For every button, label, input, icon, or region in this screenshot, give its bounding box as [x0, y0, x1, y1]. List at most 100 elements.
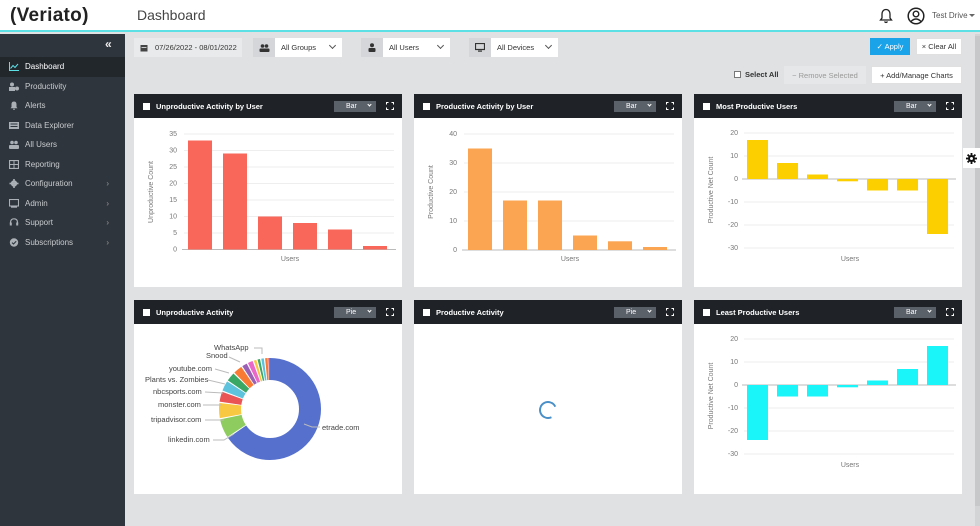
chevron-down-icon — [544, 41, 553, 50]
svg-text:10: 10 — [449, 218, 457, 225]
svg-text:Users: Users — [281, 256, 300, 263]
chart-card-most-productive-users: Most Productive Users Bar 20 10 0 -10 -20 -… — [694, 94, 962, 287]
svg-text:30: 30 — [449, 160, 457, 167]
expand-icon[interactable] — [666, 308, 674, 316]
productivity-icon — [9, 82, 19, 91]
bell-icon — [10, 101, 18, 111]
card-checkbox[interactable] — [423, 308, 430, 316]
sidebar-item-productivity[interactable]: Productivity — [0, 77, 125, 97]
svg-text:nbcsports.com: nbcsports.com — [153, 387, 202, 396]
sidebar-item-label: Dashboard — [25, 62, 65, 72]
sidebar-item-all-users[interactable]: All Users — [0, 135, 125, 155]
calendar-icon — [140, 44, 148, 51]
badge-icon — [9, 238, 19, 247]
remove-selected-button[interactable]: − Remove Selected — [784, 66, 866, 84]
chevron-down-icon — [927, 102, 932, 107]
chevron-right-icon: › — [106, 237, 109, 247]
sidebar-item-configuration[interactable]: Configuration › — [0, 174, 125, 194]
chevron-down-icon — [328, 41, 337, 50]
card-checkbox[interactable] — [703, 308, 710, 316]
expand-icon[interactable] — [386, 102, 394, 110]
sidebar-item-reporting[interactable]: Reporting — [0, 155, 125, 175]
expand-icon[interactable] — [946, 308, 954, 316]
groups-icon-box — [253, 38, 275, 57]
svg-text:-10: -10 — [728, 405, 738, 412]
vertical-scrollbar-thumb[interactable] — [975, 36, 980, 506]
chart-type-select[interactable]: Bar — [894, 101, 936, 112]
date-range-picker[interactable]: 07/26/2022 - 08/01/2022 — [134, 38, 242, 57]
sidebar-item-support[interactable]: Support › — [0, 213, 125, 233]
logo[interactable]: (Veriato) — [10, 5, 89, 26]
caret-down-icon[interactable] — [969, 14, 975, 17]
card-checkbox[interactable] — [143, 102, 150, 110]
date-range-value: 07/26/2022 - 08/01/2022 — [155, 43, 237, 52]
top-bar: (Veriato) Dashboard Test Drive — [0, 0, 980, 32]
svg-text:10: 10 — [169, 214, 177, 221]
svg-text:-10: -10 — [728, 199, 738, 206]
sidebar-item-label: Data Explorer — [25, 120, 74, 130]
svg-text:Plants vs. Zombies: Plants vs. Zombies — [145, 375, 209, 384]
bell-icon[interactable] — [879, 8, 893, 24]
svg-text:35: 35 — [169, 131, 177, 138]
card-header: Unproductive Activity by User Bar — [134, 94, 402, 118]
devices-select[interactable]: All Devices — [491, 38, 558, 57]
chart-type-select[interactable]: Pie — [334, 307, 376, 318]
svg-text:Productive Net Count: Productive Net Count — [708, 157, 715, 224]
sidebar-item-label: All Users — [25, 140, 58, 150]
user-menu[interactable]: Test Drive — [932, 11, 968, 20]
svg-text:Productive Net Count: Productive Net Count — [708, 363, 715, 430]
clear-all-button[interactable]: × Clear All — [916, 38, 962, 55]
groups-select[interactable]: All Groups — [275, 38, 342, 57]
expand-icon[interactable] — [386, 308, 394, 316]
card-checkbox[interactable] — [143, 308, 150, 316]
chart-card-unproductive-by-user: Unproductive Activity by User Bar 35 30 2… — [134, 94, 402, 287]
users-select[interactable]: All Users — [383, 38, 450, 57]
chevron-down-icon — [367, 102, 372, 107]
chart-type-select[interactable]: Pie — [614, 307, 656, 318]
page-title: Dashboard — [137, 7, 206, 23]
user-avatar-icon[interactable] — [907, 7, 925, 25]
gear-icon — [966, 152, 977, 164]
chart-type-value: Pie — [346, 309, 357, 316]
sidebar-item-admin[interactable]: Admin › — [0, 194, 125, 214]
sidebar-item-label: Reporting — [25, 159, 60, 169]
apply-button[interactable]: ✓ Apply — [870, 38, 910, 55]
chart-type-value: Bar — [346, 103, 357, 110]
sidebar-item-subscriptions[interactable]: Subscriptions › — [0, 233, 125, 253]
svg-text:40: 40 — [449, 131, 457, 138]
select-all-checkbox[interactable]: Select All — [734, 70, 779, 79]
sidebar-item-data-explorer[interactable]: Data Explorer — [0, 116, 125, 136]
svg-text:WhatsApp: WhatsApp — [214, 343, 249, 352]
sidebar-item-alerts[interactable]: Alerts — [0, 96, 125, 116]
groups-select-value: All Groups — [281, 43, 317, 52]
svg-text:25: 25 — [169, 164, 177, 171]
svg-text:5: 5 — [173, 230, 177, 237]
admin-icon — [9, 198, 19, 208]
user-icon — [368, 43, 376, 52]
add-manage-charts-button[interactable]: + Add/Manage Charts — [871, 66, 962, 84]
chart-type-value: Bar — [906, 309, 917, 316]
collapse-sidebar-icon[interactable]: « — [105, 37, 112, 51]
sidebar: « Dashboard Productivity Alerts Data Exp… — [0, 34, 125, 526]
settings-tab[interactable] — [963, 148, 980, 168]
chart-type-select[interactable]: Bar — [334, 101, 376, 112]
chart-type-select[interactable]: Bar — [894, 307, 936, 318]
devices-select-value: All Devices — [497, 43, 535, 52]
chevron-down-icon — [367, 308, 372, 313]
headset-icon — [9, 218, 19, 226]
sidebar-item-label: Alerts — [25, 101, 46, 111]
svg-text:-30: -30 — [728, 245, 738, 252]
chart-icon — [9, 62, 19, 72]
sidebar-item-dashboard[interactable]: Dashboard — [0, 57, 125, 77]
chart-card-productive-activity: Productive Activity Pie — [414, 300, 682, 494]
chevron-down-icon — [927, 308, 932, 313]
card-checkbox[interactable] — [423, 102, 430, 110]
card-checkbox[interactable] — [703, 102, 710, 110]
expand-icon[interactable] — [666, 102, 674, 110]
bar-chart-most-productive-users: 20 10 0 -10 -20 -30 Users Productive Net Co… — [708, 130, 956, 263]
chart-type-select[interactable]: Bar — [614, 101, 656, 112]
checkbox[interactable] — [734, 71, 741, 78]
card-title: Unproductive Activity — [156, 307, 234, 317]
sidebar-item-label: Configuration — [25, 179, 73, 189]
expand-icon[interactable] — [946, 102, 954, 110]
